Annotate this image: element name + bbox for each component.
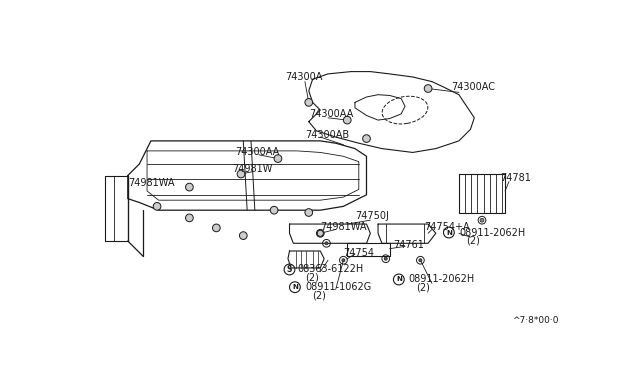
Circle shape — [305, 209, 312, 217]
Text: (2): (2) — [305, 273, 319, 283]
Text: 74300AB: 74300AB — [305, 130, 349, 140]
Text: (2): (2) — [467, 236, 481, 246]
Circle shape — [344, 116, 351, 124]
Circle shape — [270, 206, 278, 214]
Text: 74750J: 74750J — [355, 211, 389, 221]
Circle shape — [342, 259, 345, 262]
Circle shape — [153, 202, 161, 210]
Circle shape — [212, 224, 220, 232]
Text: 08911-2062H: 08911-2062H — [459, 228, 525, 237]
Text: 74981WA: 74981WA — [320, 222, 367, 232]
Circle shape — [316, 230, 324, 237]
Circle shape — [305, 99, 312, 106]
Text: S: S — [287, 265, 292, 274]
Text: (2): (2) — [312, 291, 326, 301]
Text: ^7·8*00·0: ^7·8*00·0 — [513, 316, 559, 325]
Text: 74761: 74761 — [394, 240, 424, 250]
Circle shape — [239, 232, 247, 240]
Circle shape — [274, 155, 282, 163]
Circle shape — [325, 242, 328, 245]
Circle shape — [480, 218, 484, 222]
Text: 08363-6122H: 08363-6122H — [297, 264, 364, 275]
Circle shape — [186, 183, 193, 191]
Text: 74300AA: 74300AA — [308, 109, 353, 119]
Text: 74781: 74781 — [500, 173, 531, 183]
Circle shape — [384, 257, 387, 260]
Text: 08911-2062H: 08911-2062H — [409, 275, 475, 285]
Text: 08911-1062G: 08911-1062G — [305, 282, 371, 292]
Text: N: N — [292, 284, 298, 290]
Circle shape — [419, 259, 422, 262]
Circle shape — [363, 135, 371, 142]
Text: N: N — [446, 230, 452, 235]
Text: 74300A: 74300A — [285, 72, 323, 82]
Circle shape — [186, 214, 193, 222]
Text: N: N — [396, 276, 402, 282]
Circle shape — [237, 170, 245, 178]
Text: 74300AC: 74300AC — [451, 82, 495, 92]
Text: 74981W: 74981W — [232, 164, 272, 174]
Circle shape — [424, 85, 432, 92]
Text: 74754+A: 74754+A — [424, 222, 470, 232]
Text: 74981WA: 74981WA — [128, 178, 174, 188]
Text: 74300AA: 74300AA — [236, 147, 280, 157]
Text: (2): (2) — [417, 283, 431, 293]
Text: 74754: 74754 — [344, 247, 374, 257]
